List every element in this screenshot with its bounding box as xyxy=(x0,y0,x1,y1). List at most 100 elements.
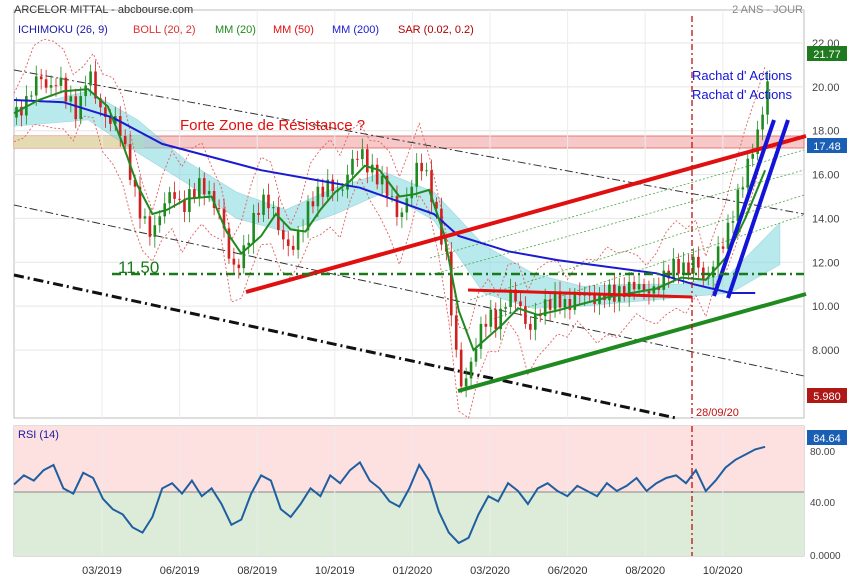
candle-body xyxy=(761,114,764,130)
candle-body xyxy=(430,170,433,202)
rsi-tick-40: 40.00 xyxy=(810,498,835,509)
candle-body xyxy=(524,306,527,324)
y-tick-label: 12.00 xyxy=(812,257,840,269)
chart-title: ARCELOR MITTAL - abcbourse.com xyxy=(14,4,193,16)
rsi-tick-80: 80.00 xyxy=(810,447,835,458)
candle-body xyxy=(207,191,211,195)
candle-body xyxy=(420,162,423,172)
candle-body xyxy=(148,216,152,237)
rsi-line xyxy=(13,445,766,545)
y-tick-label: 8.000 xyxy=(812,345,840,357)
candle-body xyxy=(454,315,458,350)
candle-body xyxy=(242,245,246,269)
candle-body xyxy=(173,192,176,199)
candle-body xyxy=(622,286,626,297)
channel-lower xyxy=(13,273,677,420)
candle-body xyxy=(69,96,73,102)
candle-body xyxy=(741,187,745,190)
rsi-overbought-zone xyxy=(14,426,804,492)
moving-averages xyxy=(13,88,767,352)
candle-body xyxy=(138,186,142,219)
candle-body xyxy=(34,76,38,96)
candle-body xyxy=(44,79,48,88)
x-tick-label: 08/2019 xyxy=(237,565,277,577)
candle-body xyxy=(29,95,33,97)
y-tick-label: 10.00 xyxy=(812,301,840,313)
fan-line xyxy=(489,214,805,321)
candle-body xyxy=(682,262,685,274)
candle-body xyxy=(281,230,285,240)
candle-body xyxy=(361,149,364,160)
candle-body xyxy=(514,289,517,302)
resistance-badge xyxy=(807,138,847,153)
bollinger-upper xyxy=(13,38,766,331)
date-marker-label: 28/09/20 xyxy=(696,407,739,419)
candle-body xyxy=(341,189,344,191)
blue-channel-right xyxy=(726,119,790,299)
candle-body xyxy=(247,242,251,246)
candle-body xyxy=(677,259,680,274)
mm200-line xyxy=(13,99,756,294)
candle-body xyxy=(499,308,503,330)
candle-body xyxy=(296,231,300,250)
candle-body xyxy=(603,293,606,301)
candle-body xyxy=(356,158,359,160)
candle-body xyxy=(123,135,127,145)
x-tick-label: 10/2020 xyxy=(703,565,743,577)
buyback-annotation-2: Rachat d' Actions xyxy=(692,87,793,102)
resistance-band-left xyxy=(14,136,144,148)
last-price-badge xyxy=(807,46,847,61)
candle-body xyxy=(153,225,157,237)
candle-body xyxy=(558,291,562,308)
candle-body xyxy=(464,378,468,387)
candle-body xyxy=(642,284,646,292)
candle-body xyxy=(306,201,310,231)
green-uptrend-line xyxy=(457,292,807,393)
candle-body xyxy=(39,76,43,80)
buyback-annotation-1: Rachat d' Actions xyxy=(692,68,793,83)
x-tick-label: 03/2020 xyxy=(470,565,510,577)
candle-body xyxy=(183,199,186,212)
candle-body xyxy=(766,81,769,115)
candle-body xyxy=(474,348,478,362)
candle-body xyxy=(331,179,335,192)
candle-body xyxy=(647,291,651,294)
candle-body xyxy=(321,186,325,197)
candle-body xyxy=(731,221,735,223)
candle-body xyxy=(687,262,690,274)
candle-body xyxy=(721,246,725,249)
rsi-oversold-zone xyxy=(14,492,804,556)
low-badge xyxy=(807,388,847,403)
candle-body xyxy=(415,162,419,187)
rsi-badge-value: 84.64 xyxy=(813,433,841,445)
candle-body xyxy=(202,178,206,195)
candle-body xyxy=(529,323,532,330)
candle-body xyxy=(692,256,695,274)
candle-body xyxy=(489,309,493,327)
low-value: 5.980 xyxy=(813,391,841,403)
x-tick-label: 01/2020 xyxy=(393,565,433,577)
trend-lines xyxy=(245,119,807,393)
x-tick-label: 06/2019 xyxy=(160,565,200,577)
candle-body xyxy=(553,291,557,310)
axis-labels: 22.0020.0018.0016.0014.0012.0010.008.000… xyxy=(82,38,839,577)
candle-body xyxy=(277,207,280,231)
candle-body xyxy=(257,212,260,215)
candle-body xyxy=(543,299,547,317)
candle-body xyxy=(272,207,275,209)
channel-upper xyxy=(13,69,805,215)
candle-body xyxy=(479,323,483,349)
price-panel xyxy=(13,9,805,419)
candle-body xyxy=(74,96,78,120)
candle-body xyxy=(697,256,700,268)
bollinger-lower xyxy=(13,115,766,419)
candle-body xyxy=(158,216,162,226)
candle-body xyxy=(133,179,137,187)
candle-body xyxy=(410,186,414,199)
candle-body xyxy=(193,189,196,198)
candle-body xyxy=(662,270,666,290)
candle-body xyxy=(593,294,596,304)
candle-body xyxy=(573,293,577,310)
rsi-title: RSI (14) xyxy=(18,429,59,441)
candle-body xyxy=(509,289,512,308)
